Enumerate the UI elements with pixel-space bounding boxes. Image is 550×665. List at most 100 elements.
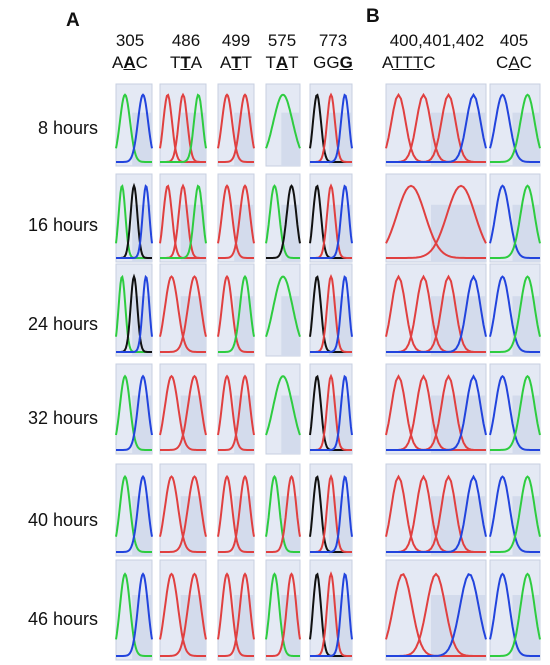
trace-peak-C: [116, 274, 153, 353]
chromatogram-cell-r3-c0: [115, 363, 153, 455]
trace-peak-T: [160, 374, 207, 451]
chromatogram-cell-r4-c1: [159, 463, 207, 557]
trace-peak-A: [160, 93, 207, 163]
chromatogram-cell-r4-c5: [385, 463, 487, 557]
trace-peak-C: [386, 573, 487, 657]
column-seq-499: ATT: [219, 53, 253, 72]
row-label-46-hours: 46 hours: [27, 609, 98, 629]
panel-label-b: B: [366, 6, 380, 27]
chromatogram-cell-r1-c3: [265, 173, 301, 263]
trace-peak-C: [310, 275, 353, 353]
chromatogram-cell-r0-c2: [217, 83, 255, 167]
trace-peak-T: [160, 572, 207, 657]
trace-peak-T: [218, 572, 255, 657]
chromatogram-cell-r4-c4: [309, 463, 353, 557]
trace-peak-T: [218, 374, 255, 451]
chromatogram-cell-r5-c3: [265, 559, 301, 661]
chromatogram-cell-r1-c2: [217, 173, 255, 263]
row-label-40-hours: 40 hours: [27, 510, 98, 530]
chromatogram-cell-r5-c1: [159, 559, 207, 661]
chromatogram-cell-r3-c5: [385, 363, 487, 455]
chromatogram-cell-r5-c5: [385, 559, 487, 661]
trace-peak-T: [386, 184, 487, 259]
chromatogram-cell-r0-c1: [159, 83, 207, 167]
chromatogram-cell-r0-c6: [489, 83, 541, 167]
trace-peak-C: [116, 374, 153, 451]
chromatogram-cell-r3-c6: [489, 363, 541, 455]
trace-peak-G: [266, 184, 301, 259]
column-position-575: 575: [267, 31, 297, 50]
chromatogram-cell-r2-c6: [489, 263, 541, 357]
trace-peak-C: [310, 374, 353, 451]
trace-peak-T: [160, 275, 207, 353]
trace-peak-A: [265, 93, 301, 149]
trace-peak-A: [490, 93, 541, 163]
chromatogram-cell-r5-c0: [115, 559, 153, 661]
column-seq-575: TAT: [265, 53, 299, 72]
column-position-486: 486: [171, 31, 201, 50]
trace-peak-A: [490, 184, 541, 259]
trace-peak-A: [218, 274, 255, 353]
trace-peak-C: [310, 572, 353, 657]
trace-peak-A: [265, 275, 301, 338]
trace-peak-A: [160, 184, 207, 259]
trace-peak-A: [490, 475, 541, 553]
trace-peak-C: [116, 572, 153, 657]
column-position-499: 499: [221, 31, 251, 50]
trace-peak-C: [386, 92, 487, 163]
trace-peak-T: [218, 184, 255, 259]
row-label-8-hours: 8 hours: [37, 118, 98, 138]
chromatogram-cell-r2-c4: [309, 263, 353, 357]
chromatogram-cell-r2-c5: [385, 263, 487, 357]
chromatogram-cell-r4-c2: [217, 463, 255, 557]
column-position-405: 405: [499, 31, 529, 50]
trace-peak-C: [116, 184, 153, 259]
chromatogram-cell-r1-c6: [489, 173, 541, 263]
column-seq-405: CAC: [496, 53, 532, 72]
chromatogram-cell-r1-c4: [309, 173, 353, 263]
trace-peak-C: [386, 374, 487, 451]
trace-peak-T: [218, 474, 255, 553]
column-seq-773: GGG: [313, 53, 353, 72]
trace-peak-A: [265, 375, 301, 436]
chromatogram-cell-r5-c2: [217, 559, 255, 661]
trace-peak-C: [116, 93, 153, 163]
trace-peak-A: [490, 374, 541, 451]
chromatogram-cell-r5-c4: [309, 559, 353, 661]
panel-label-a: A: [66, 10, 80, 31]
row-label-16-hours: 16 hours: [27, 215, 98, 235]
chromatogram-cell-r3-c1: [159, 363, 207, 455]
chromatogram-cell-r3-c3: [265, 363, 301, 455]
chromatogram-cell-r1-c0: [115, 173, 153, 263]
trace-peak-A: [490, 572, 541, 657]
chromatogram-cell-r0-c4: [309, 83, 353, 167]
column-seq-400-401-402: ATTTC: [382, 53, 436, 72]
chromatogram-cell-r1-c1: [159, 173, 207, 263]
trace-peak-T: [160, 475, 207, 553]
trace-peak-C: [310, 184, 353, 259]
chromatogram-cell-r3-c4: [309, 363, 353, 455]
chromatogram-cell-r0-c3: [265, 83, 301, 167]
chromatogram-cell-r2-c1: [159, 263, 207, 357]
row-label-24-hours: 24 hours: [27, 314, 98, 334]
column-position-305: 305: [115, 31, 145, 50]
trace-peak-C: [116, 474, 153, 553]
trace-peak-T: [266, 474, 301, 553]
column-seq-305: AAC: [112, 53, 148, 72]
chromatogram-cell-r0-c5: [385, 83, 487, 167]
chromatogram-cell-r2-c3: [265, 263, 301, 357]
chromatogram-cell-r1-c5: [385, 173, 487, 263]
trace-peak-C: [386, 274, 487, 353]
trace-peak-C: [310, 93, 353, 163]
column-seq-486: TTA: [169, 53, 203, 72]
trace-peak-C: [386, 474, 487, 553]
trace-peak-C: [310, 475, 353, 553]
chromatogram-cell-r2-c0: [115, 263, 153, 357]
chromatogram-cell-r4-c3: [265, 463, 301, 557]
chromatogram-cell-r0-c0: [115, 83, 153, 167]
chromatogram-cell-r2-c2: [217, 263, 255, 357]
trace-peak-T: [266, 572, 301, 657]
trace-peak-A: [490, 275, 541, 353]
column-position-400-401-402: 400,401,402: [389, 31, 485, 50]
